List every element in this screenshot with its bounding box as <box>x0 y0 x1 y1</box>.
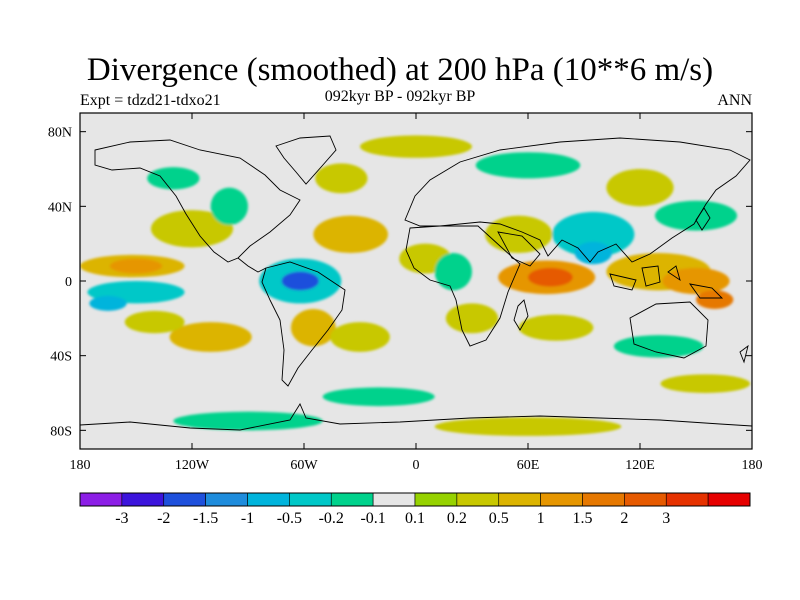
page-title: Divergence (smoothed) at 200 hPa (10**6 … <box>86 52 714 88</box>
experiment-label: Expt = tdzd21-tdxo21 <box>80 92 221 109</box>
colorbar-swatch <box>163 492 206 507</box>
field-patch <box>313 215 388 253</box>
field-patch <box>475 152 581 179</box>
colorbar-label: 1 <box>537 510 545 527</box>
colorbar-swatch <box>665 492 709 507</box>
field-patch <box>315 163 368 194</box>
field-patch <box>528 267 573 287</box>
colorbar-swatch <box>456 492 500 507</box>
field-patch <box>518 314 594 341</box>
field-patch <box>150 210 234 248</box>
field-patch <box>330 322 390 352</box>
lon-tick-label: 60E <box>517 458 540 473</box>
field-patch <box>445 303 499 334</box>
field-patch <box>574 241 612 265</box>
lon-tick-label: 0 <box>413 458 420 473</box>
field-patch <box>124 310 185 334</box>
colorbar-label: -1 <box>241 510 254 527</box>
colorbar-swatch <box>289 492 332 507</box>
colorbar-swatch <box>540 492 583 507</box>
period-label: 092kyr BP - 092kyr BP <box>324 88 476 105</box>
lon-tick-label: 180 <box>742 458 763 473</box>
field-patch <box>109 258 163 274</box>
colorbar-label: -2 <box>157 510 170 527</box>
field-patch <box>654 200 738 231</box>
field-patch <box>485 215 553 253</box>
field-patch <box>147 167 200 190</box>
colorbar-label: -0.2 <box>319 510 344 527</box>
colorbar-swatch <box>582 492 625 507</box>
colorbar: -3 -2 -1.5 -1 -0.5 -0.2 -0.1 0.1 0.2 0.5 1 1.5 2 3 <box>79 492 751 527</box>
field-patch <box>606 169 674 207</box>
lat-tick-label: 80S <box>50 424 72 439</box>
map-axes: 80N 40N 0 40S 80S 180 120W 60W 0 60E 120E 180 <box>48 113 763 473</box>
field-patch <box>696 290 734 309</box>
lon-tick-label: 60W <box>290 458 318 473</box>
colorbar-label: 1.5 <box>573 510 593 527</box>
colorbar-swatch <box>498 492 541 507</box>
colorbar-swatch <box>205 492 248 507</box>
colorbar-label: 0.5 <box>489 510 509 527</box>
field-patch <box>662 267 730 295</box>
lon-tick-label: 180 <box>70 458 91 473</box>
colorbar-swatch <box>247 492 290 507</box>
field-patch <box>434 417 622 436</box>
field-patch <box>169 322 252 352</box>
lon-tick-label: 120W <box>175 458 210 473</box>
colorbar-label: 0.2 <box>447 510 467 527</box>
colorbar-swatch <box>624 492 667 507</box>
colorbar-label: -3 <box>115 510 128 527</box>
field-patch <box>360 135 472 158</box>
colorbar-swatch <box>330 492 374 507</box>
lat-tick-label: 40N <box>48 200 72 215</box>
lon-tick-label: 120E <box>625 458 655 473</box>
colorbar-swatch <box>707 492 751 507</box>
field-patch <box>322 387 435 407</box>
colorbar-label: 2 <box>620 510 628 527</box>
field-patch <box>210 187 248 225</box>
colorbar-label: 0.1 <box>405 510 425 527</box>
field-patch <box>290 309 336 347</box>
field-patch <box>281 271 319 291</box>
colorbar-label: -0.1 <box>360 510 385 527</box>
lat-tick-label: 80N <box>48 126 72 141</box>
lat-tick-label: 0 <box>65 275 72 290</box>
colorbar-swatch <box>414 492 458 507</box>
field-patch <box>89 295 127 311</box>
season-label: ANN <box>717 92 752 109</box>
field-patch <box>434 252 473 291</box>
coastlines <box>80 135 752 431</box>
colorbar-label: 3 <box>662 510 670 527</box>
field-patch <box>660 374 751 393</box>
field-patch <box>173 411 323 431</box>
colorbar-label: -1.5 <box>193 510 218 527</box>
colorbar-swatch <box>372 492 416 507</box>
colorbar-label: -0.5 <box>277 510 302 527</box>
field-patch <box>613 335 704 358</box>
colorbar-frame <box>79 492 751 507</box>
colorbar-swatch <box>121 492 165 507</box>
colorbar-swatch <box>79 492 123 507</box>
lat-tick-label: 40S <box>50 350 72 365</box>
